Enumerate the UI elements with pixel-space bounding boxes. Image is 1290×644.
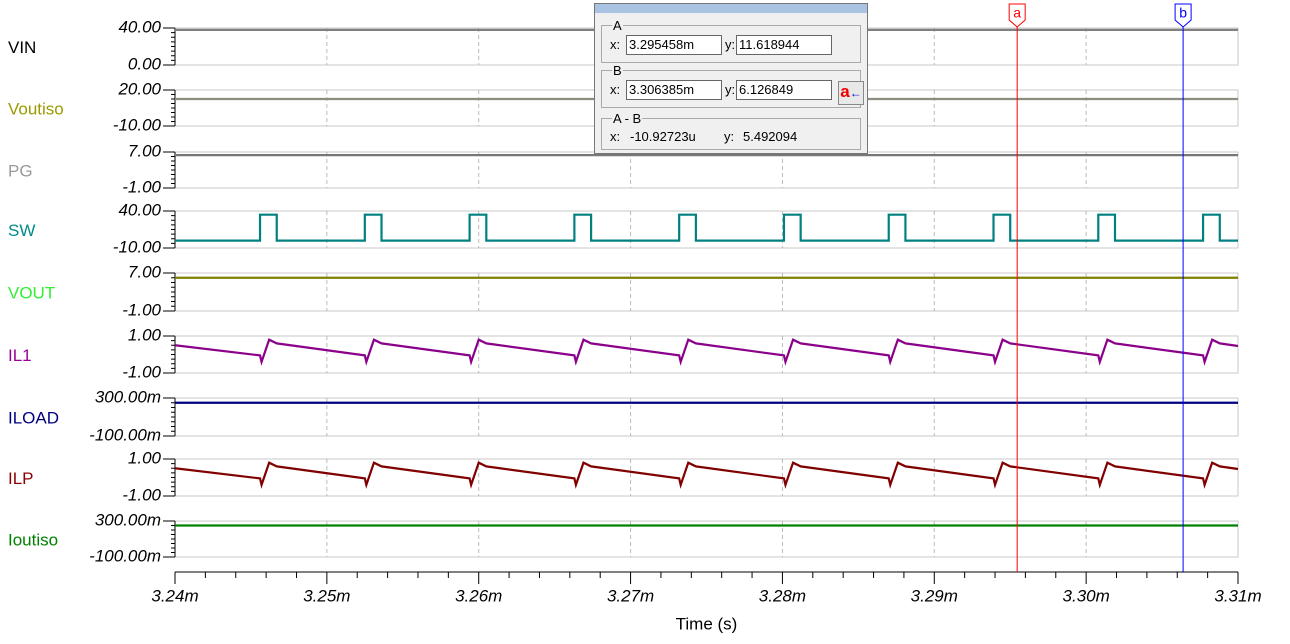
signal-line: [174, 338, 1239, 366]
y-label: y:: [725, 82, 736, 97]
x-value: 3.306385m: [626, 80, 722, 100]
x-tick-label: 3.27m: [607, 586, 654, 605]
title-bar: [595, 4, 867, 13]
signal-line: [175, 213, 1238, 242]
group-title: A - B: [612, 111, 643, 126]
y-tick-label: 1.00: [128, 325, 162, 344]
signal-line: [174, 461, 1239, 489]
y-tick-label: 7.00: [128, 141, 162, 160]
x-tick-label: 3.26m: [455, 586, 502, 605]
x-tick-label: 3.30m: [1063, 586, 1110, 605]
x-label: x:: [610, 129, 621, 144]
button[interactable]: a←: [838, 81, 864, 105]
x-label: x:: [610, 37, 621, 52]
panel: [174, 397, 1239, 437]
series-label: PG: [8, 161, 33, 180]
panel: [174, 272, 1239, 312]
panel: [174, 335, 1239, 374]
x-tick-label: 3.29m: [911, 586, 958, 605]
y-tick-label: 40.00: [118, 200, 161, 219]
panel: [174, 458, 1239, 497]
y-label: y:: [725, 37, 736, 52]
group-title: B: [612, 63, 623, 78]
y-tick-label: 1.00: [128, 448, 162, 467]
y-tick-label: 40.00: [118, 17, 161, 36]
series-label: IL1: [8, 346, 32, 365]
y-tick-label: -1.00: [122, 300, 161, 319]
y-tick-label: 0.00: [128, 54, 162, 73]
panel: [174, 210, 1239, 249]
x-value: 3.295458m: [626, 35, 722, 55]
y-tick-label: -1.00: [122, 177, 161, 196]
y-tick-label: -100.00m: [89, 425, 161, 444]
x-value: -10.92723u: [630, 129, 696, 144]
y-tick-label: -100.00m: [89, 546, 161, 565]
cursor-group: A - B x: y: -10.92723u 5.492094: [601, 111, 861, 150]
y-tick-label: -10.00: [113, 237, 162, 256]
series-label: VOUT: [8, 283, 55, 302]
x-tick-label: 3.31m: [1214, 586, 1261, 605]
series-label: VIN: [8, 38, 36, 57]
cursor-flag: [1008, 3, 1026, 28]
cursor-flag: [1174, 3, 1192, 28]
panel: [174, 151, 1239, 189]
y-tick-label: 300.00m: [95, 387, 161, 406]
series-label: ILP: [8, 469, 34, 488]
x-tick-label: 3.25m: [303, 586, 350, 605]
x-axis-label: Time (s): [676, 614, 738, 633]
series-label: SW: [8, 221, 35, 240]
x-tick-label: 3.24m: [151, 586, 198, 605]
y-value: 11.618944: [736, 35, 832, 55]
y-tick-label: -1.00: [122, 485, 161, 504]
cursor-label: a: [1013, 5, 1021, 21]
group-title: A: [612, 18, 623, 33]
y-tick-label: 7.00: [128, 262, 162, 281]
y-tick-label: 20.00: [117, 79, 161, 98]
y-value: 6.126849: [736, 80, 832, 100]
y-label: y:: [724, 129, 735, 144]
series-label: Ioutiso: [8, 530, 58, 549]
x-tick-label: 3.28m: [759, 586, 806, 605]
y-tick-label: -10.00: [113, 115, 162, 134]
series-label: Voutiso: [8, 99, 64, 118]
y-value: 5.492094: [743, 129, 798, 144]
y-tick-label: -1.00: [122, 362, 161, 381]
x-label: x:: [610, 82, 621, 97]
series-label: ILOAD: [8, 408, 59, 427]
arrow-icon: ←: [849, 86, 862, 100]
y-tick-label: 300.00m: [95, 510, 161, 529]
cursor-label: b: [1179, 5, 1187, 21]
